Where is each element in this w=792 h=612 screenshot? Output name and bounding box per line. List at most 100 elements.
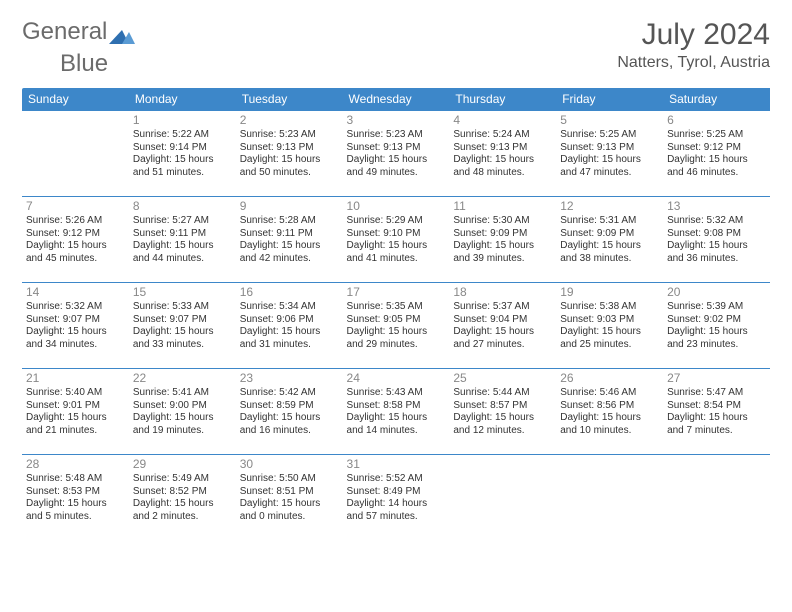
calendar-day-cell: 24Sunrise: 5:43 AMSunset: 8:58 PMDayligh…	[343, 369, 450, 455]
sunset-text: Sunset: 8:56 PM	[560, 400, 659, 413]
sunset-text: Sunset: 9:12 PM	[667, 142, 766, 155]
daylight-text: Daylight: 15 hours and 36 minutes.	[667, 240, 766, 265]
calendar-day-cell: 21Sunrise: 5:40 AMSunset: 9:01 PMDayligh…	[22, 369, 129, 455]
calendar-day-cell: 22Sunrise: 5:41 AMSunset: 9:00 PMDayligh…	[129, 369, 236, 455]
sunset-text: Sunset: 8:57 PM	[453, 400, 552, 413]
sunset-text: Sunset: 9:13 PM	[347, 142, 446, 155]
location-text: Natters, Tyrol, Austria	[617, 54, 770, 72]
sunrise-text: Sunrise: 5:52 AM	[347, 473, 446, 486]
calendar-day-cell: 26Sunrise: 5:46 AMSunset: 8:56 PMDayligh…	[556, 369, 663, 455]
sunset-text: Sunset: 9:04 PM	[453, 314, 552, 327]
day-number: 22	[133, 371, 232, 386]
sunrise-text: Sunrise: 5:34 AM	[240, 301, 339, 314]
daylight-text: Daylight: 15 hours and 0 minutes.	[240, 498, 339, 523]
sunset-text: Sunset: 9:14 PM	[133, 142, 232, 155]
day-number: 23	[240, 371, 339, 386]
calendar-day-cell: 2Sunrise: 5:23 AMSunset: 9:13 PMDaylight…	[236, 111, 343, 197]
day-number: 24	[347, 371, 446, 386]
calendar-day-cell: 23Sunrise: 5:42 AMSunset: 8:59 PMDayligh…	[236, 369, 343, 455]
day-number: 5	[560, 113, 659, 128]
calendar-day-cell: 10Sunrise: 5:29 AMSunset: 9:10 PMDayligh…	[343, 197, 450, 283]
calendar-day-cell: 4Sunrise: 5:24 AMSunset: 9:13 PMDaylight…	[449, 111, 556, 197]
sunset-text: Sunset: 9:07 PM	[133, 314, 232, 327]
sunrise-text: Sunrise: 5:24 AM	[453, 129, 552, 142]
logo-text-2: Blue	[60, 50, 108, 77]
calendar-day-cell: 5Sunrise: 5:25 AMSunset: 9:13 PMDaylight…	[556, 111, 663, 197]
sunrise-text: Sunrise: 5:40 AM	[26, 387, 125, 400]
day-number: 8	[133, 199, 232, 214]
daylight-text: Daylight: 14 hours and 57 minutes.	[347, 498, 446, 523]
day-number: 11	[453, 199, 552, 214]
weekday-header: Wednesday	[343, 88, 450, 111]
daylight-text: Daylight: 15 hours and 34 minutes.	[26, 326, 125, 351]
calendar-empty-cell	[22, 111, 129, 197]
daylight-text: Daylight: 15 hours and 27 minutes.	[453, 326, 552, 351]
calendar-day-cell: 19Sunrise: 5:38 AMSunset: 9:03 PMDayligh…	[556, 283, 663, 369]
sunrise-text: Sunrise: 5:43 AM	[347, 387, 446, 400]
day-number: 12	[560, 199, 659, 214]
sunset-text: Sunset: 9:05 PM	[347, 314, 446, 327]
day-number: 19	[560, 285, 659, 300]
sunrise-text: Sunrise: 5:41 AM	[133, 387, 232, 400]
sunrise-text: Sunrise: 5:39 AM	[667, 301, 766, 314]
sunrise-text: Sunrise: 5:47 AM	[667, 387, 766, 400]
daylight-text: Daylight: 15 hours and 12 minutes.	[453, 412, 552, 437]
weekday-header-row: SundayMondayTuesdayWednesdayThursdayFrid…	[22, 88, 770, 111]
daylight-text: Daylight: 15 hours and 46 minutes.	[667, 154, 766, 179]
daylight-text: Daylight: 15 hours and 16 minutes.	[240, 412, 339, 437]
daylight-text: Daylight: 15 hours and 33 minutes.	[133, 326, 232, 351]
calendar-empty-cell	[556, 455, 663, 541]
calendar-day-cell: 3Sunrise: 5:23 AMSunset: 9:13 PMDaylight…	[343, 111, 450, 197]
daylight-text: Daylight: 15 hours and 25 minutes.	[560, 326, 659, 351]
daylight-text: Daylight: 15 hours and 44 minutes.	[133, 240, 232, 265]
sunset-text: Sunset: 8:59 PM	[240, 400, 339, 413]
daylight-text: Daylight: 15 hours and 50 minutes.	[240, 154, 339, 179]
logo-text-1: General	[22, 18, 107, 46]
calendar-day-cell: 6Sunrise: 5:25 AMSunset: 9:12 PMDaylight…	[663, 111, 770, 197]
sunrise-text: Sunrise: 5:32 AM	[26, 301, 125, 314]
sunset-text: Sunset: 9:06 PM	[240, 314, 339, 327]
daylight-text: Daylight: 15 hours and 51 minutes.	[133, 154, 232, 179]
sunset-text: Sunset: 8:52 PM	[133, 486, 232, 499]
sunset-text: Sunset: 8:54 PM	[667, 400, 766, 413]
calendar-day-cell: 28Sunrise: 5:48 AMSunset: 8:53 PMDayligh…	[22, 455, 129, 541]
sunrise-text: Sunrise: 5:23 AM	[240, 129, 339, 142]
sunrise-text: Sunrise: 5:22 AM	[133, 129, 232, 142]
sunset-text: Sunset: 8:58 PM	[347, 400, 446, 413]
calendar-day-cell: 25Sunrise: 5:44 AMSunset: 8:57 PMDayligh…	[449, 369, 556, 455]
calendar-day-cell: 31Sunrise: 5:52 AMSunset: 8:49 PMDayligh…	[343, 455, 450, 541]
sunrise-text: Sunrise: 5:37 AM	[453, 301, 552, 314]
sunrise-text: Sunrise: 5:27 AM	[133, 215, 232, 228]
sunrise-text: Sunrise: 5:33 AM	[133, 301, 232, 314]
month-title: July 2024	[617, 18, 770, 52]
calendar-day-cell: 27Sunrise: 5:47 AMSunset: 8:54 PMDayligh…	[663, 369, 770, 455]
day-number: 16	[240, 285, 339, 300]
day-number: 20	[667, 285, 766, 300]
day-number: 17	[347, 285, 446, 300]
weekday-header: Saturday	[663, 88, 770, 111]
calendar-body: 1Sunrise: 5:22 AMSunset: 9:14 PMDaylight…	[22, 111, 770, 541]
calendar-day-cell: 13Sunrise: 5:32 AMSunset: 9:08 PMDayligh…	[663, 197, 770, 283]
daylight-text: Daylight: 15 hours and 2 minutes.	[133, 498, 232, 523]
daylight-text: Daylight: 15 hours and 47 minutes.	[560, 154, 659, 179]
daylight-text: Daylight: 15 hours and 39 minutes.	[453, 240, 552, 265]
daylight-text: Daylight: 15 hours and 49 minutes.	[347, 154, 446, 179]
calendar-day-cell: 11Sunrise: 5:30 AMSunset: 9:09 PMDayligh…	[449, 197, 556, 283]
calendar-day-cell: 12Sunrise: 5:31 AMSunset: 9:09 PMDayligh…	[556, 197, 663, 283]
sunset-text: Sunset: 9:01 PM	[26, 400, 125, 413]
daylight-text: Daylight: 15 hours and 41 minutes.	[347, 240, 446, 265]
calendar-week-row: 1Sunrise: 5:22 AMSunset: 9:14 PMDaylight…	[22, 111, 770, 197]
daylight-text: Daylight: 15 hours and 38 minutes.	[560, 240, 659, 265]
daylight-text: Daylight: 15 hours and 29 minutes.	[347, 326, 446, 351]
day-number: 10	[347, 199, 446, 214]
day-number: 7	[26, 199, 125, 214]
day-number: 15	[133, 285, 232, 300]
sunset-text: Sunset: 9:09 PM	[560, 228, 659, 241]
sunset-text: Sunset: 8:51 PM	[240, 486, 339, 499]
sunset-text: Sunset: 9:02 PM	[667, 314, 766, 327]
day-number: 1	[133, 113, 232, 128]
sunset-text: Sunset: 9:11 PM	[133, 228, 232, 241]
sunset-text: Sunset: 9:03 PM	[560, 314, 659, 327]
sunrise-text: Sunrise: 5:26 AM	[26, 215, 125, 228]
daylight-text: Daylight: 15 hours and 7 minutes.	[667, 412, 766, 437]
